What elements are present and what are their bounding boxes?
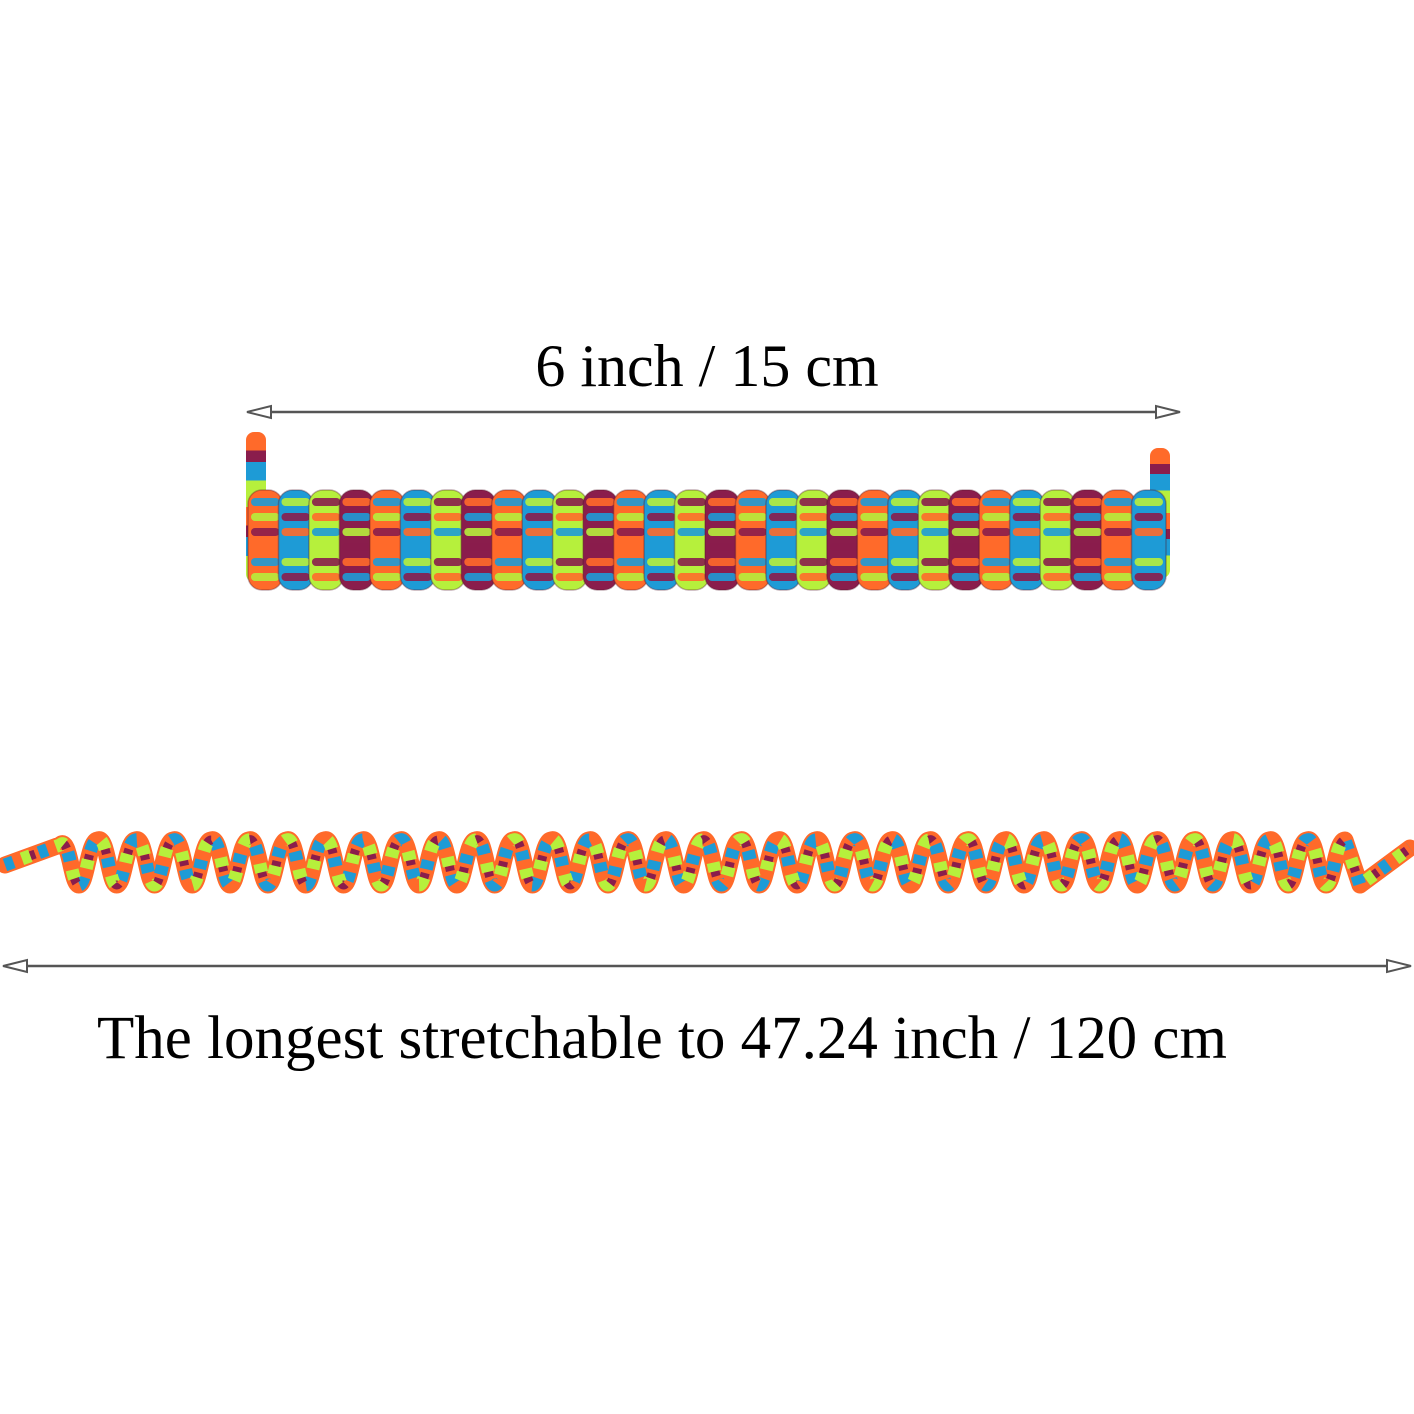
coil-loop	[490, 489, 527, 591]
coil-loop	[430, 489, 467, 591]
collapsed-length-label: 6 inch / 15 cm	[535, 333, 879, 399]
coil-loop	[673, 489, 710, 591]
coil-loop	[856, 489, 893, 591]
coil-loop	[887, 489, 924, 591]
coil-loop	[917, 489, 954, 591]
coil-loop	[277, 489, 314, 591]
coil-loop	[521, 489, 558, 591]
coil-loop	[1100, 489, 1137, 591]
coil-loop	[399, 489, 436, 591]
arrow-head-left	[2, 958, 28, 974]
stretched-length-arrow	[2, 958, 1412, 974]
coil-loop	[734, 489, 771, 591]
coil-loop	[643, 489, 680, 591]
arrow-head-right	[1155, 404, 1181, 420]
coil-loop	[551, 489, 588, 591]
coil-loop	[1039, 489, 1076, 591]
coil-loop	[826, 489, 863, 591]
coil-loop	[978, 489, 1015, 591]
coil-loop	[947, 489, 984, 591]
coil-loop	[308, 489, 345, 591]
coil-loop	[369, 489, 406, 591]
arrow-head-right	[1386, 958, 1412, 974]
coil-loop	[612, 489, 649, 591]
coil-loop	[338, 489, 375, 591]
coil-loop	[582, 489, 619, 591]
coil-loop	[1008, 489, 1045, 591]
stretched-shoelace	[0, 831, 1414, 894]
lace-stripe-blue	[2, 833, 1414, 892]
coil-loop	[1130, 489, 1167, 591]
arrow-head-left	[246, 404, 272, 420]
coil-loop	[704, 489, 741, 591]
lace-stripe-lime	[2, 833, 1414, 892]
coil-loop	[460, 489, 497, 591]
coil-loop	[765, 489, 802, 591]
stretched-length-label: The longest stretchable to 47.24 inch / …	[97, 1005, 1227, 1072]
collapsed-shoelace	[246, 432, 1170, 591]
coil-loop	[247, 489, 284, 591]
coil-loop	[1069, 489, 1106, 591]
coil-loop	[795, 489, 832, 591]
collapsed-length-arrow	[246, 404, 1181, 420]
